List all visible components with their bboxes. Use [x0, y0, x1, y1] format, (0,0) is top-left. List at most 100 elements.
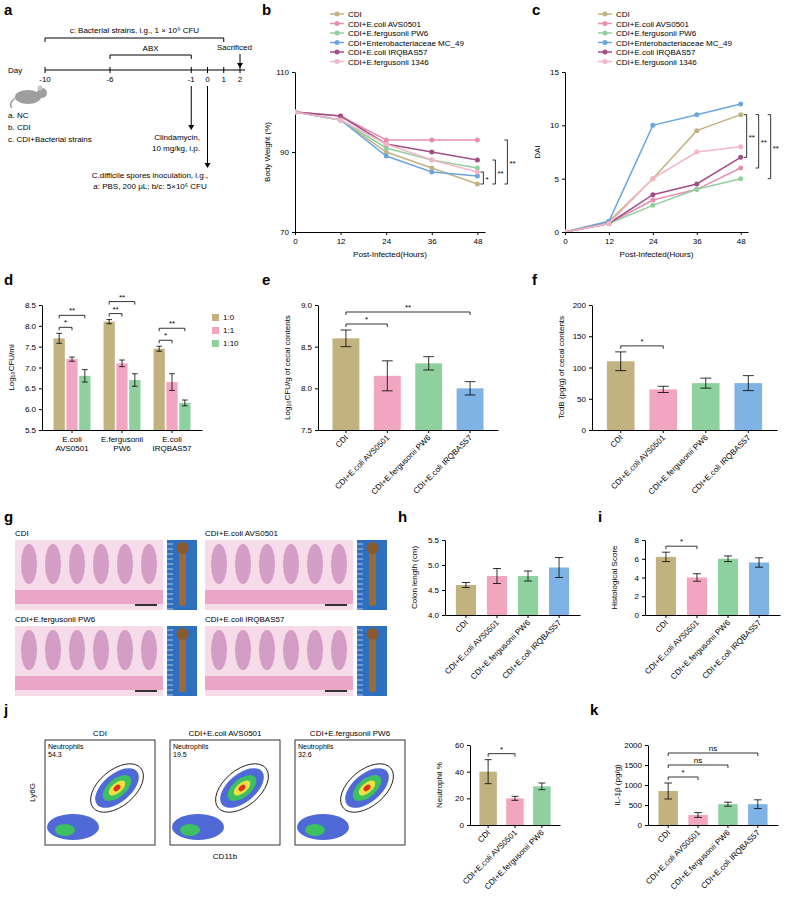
axis-title: Body Weight (%)	[263, 122, 272, 182]
panel: 050100150200CDICDI+E.coli AVS0501CDI+E.f…	[557, 301, 778, 496]
tick-mark	[698, 825, 699, 828]
tick: 10	[550, 121, 565, 130]
tick-mark	[39, 305, 42, 306]
panel: 7.58.08.59.0CDICDI+E.coli AVS0501CDI+E.f…	[283, 301, 499, 496]
label: Day	[8, 66, 22, 75]
legend: 1:01:11:10	[212, 313, 239, 348]
tick: 15	[550, 68, 565, 77]
plot-title: CDI+E.coli AVS0501	[188, 729, 262, 738]
significance-bracket	[621, 346, 664, 349]
axis-title: Histological Score	[610, 545, 619, 610]
legend-marker	[603, 40, 608, 45]
arrow-head	[188, 125, 194, 130]
tick-label: E.fergusoniiPW6	[101, 435, 143, 453]
tick-label-line: PW6	[113, 444, 131, 453]
tick-mark	[528, 615, 529, 618]
axis: CDICDI+E.coli AVS0501CDI+E.fergusonii PW…	[319, 430, 499, 496]
tick-mark	[565, 232, 566, 235]
tick: 200	[573, 301, 592, 310]
tick-label: 8.0	[301, 384, 313, 393]
point	[475, 170, 480, 175]
series-line	[565, 179, 741, 232]
legend-label: CDI+E.fergusonii 1346	[348, 58, 429, 67]
arrow	[240, 54, 241, 64]
significance-bracket	[159, 340, 172, 343]
tick-label: 40	[455, 768, 464, 777]
axis-title: DAI	[533, 145, 542, 158]
series-line	[295, 112, 477, 160]
legend-swatch	[212, 314, 219, 321]
tick-label: CDI+E.coli IRQBAS57	[690, 433, 753, 496]
tick-mark	[645, 825, 648, 826]
significance-label: **	[509, 159, 515, 168]
axis-line	[566, 232, 749, 233]
legend-marker	[603, 12, 608, 17]
tick-mark	[642, 559, 645, 560]
plot-title: CDI	[93, 729, 107, 738]
axis: 012243648	[293, 232, 485, 246]
tick-label: 9.0	[301, 301, 313, 310]
legend-marker	[335, 31, 340, 36]
series-line	[295, 112, 477, 184]
marks	[332, 330, 483, 430]
tick: 36	[693, 232, 702, 246]
panel-letter: e	[262, 271, 270, 288]
tick: 48	[473, 232, 482, 246]
point	[295, 110, 298, 115]
panel-letter: g	[4, 508, 13, 525]
error-bar	[493, 569, 501, 584]
colon-photo	[167, 540, 197, 610]
tick-label: 1000	[624, 781, 642, 790]
error-bar	[512, 796, 519, 800]
tick-label: 100	[573, 364, 587, 373]
tick-mark	[645, 785, 648, 786]
gate-value: 32.6	[298, 751, 312, 758]
tick-mark	[559, 615, 560, 618]
colon-photo	[357, 540, 387, 610]
significance-label: **	[69, 306, 75, 315]
point	[295, 110, 298, 115]
tick: 2	[635, 592, 645, 601]
tick-mark	[39, 347, 42, 348]
point	[565, 230, 568, 233]
tick-label: 5	[555, 175, 560, 184]
error-bar	[485, 760, 492, 784]
axis-line	[648, 746, 649, 826]
bar	[129, 380, 140, 430]
panel: 4.04.55.05.5CDICDI+E.coli AVS0501CDI+E.f…	[410, 536, 581, 681]
axis: 7.58.08.59.0	[301, 301, 319, 435]
error-bar	[524, 571, 532, 581]
marks	[658, 783, 767, 825]
significance-bracket	[744, 115, 747, 158]
figure: c: Bacterial strains, i.g., 1 × 10⁹ CFUA…	[0, 0, 800, 921]
axis-line	[42, 306, 43, 431]
plot-title: CDI+E.fergusonii PW6	[310, 729, 391, 738]
tick-label: CDI+E.coli IRQBAS57	[699, 828, 762, 891]
significance-bracket	[504, 140, 507, 184]
significance-label: **	[749, 133, 755, 142]
label: a: PBS, 200 μL; b/c: 5×10⁶ CFU	[93, 182, 207, 191]
panel: 7090110012243648Post-Infected(Hours)Body…	[263, 10, 516, 259]
tick: CDI+E.fergusonii PW6	[483, 825, 547, 891]
legend-swatch	[212, 340, 219, 347]
group-label: a. NC	[8, 111, 29, 120]
point	[738, 112, 743, 117]
tick-label: 7.0	[25, 364, 37, 373]
label: c: Bacterial strains, i.g., 1 × 10⁹ CFU	[70, 26, 200, 35]
marks	[456, 558, 569, 616]
bar	[179, 403, 190, 430]
tick-mark	[315, 347, 318, 348]
point	[295, 110, 298, 115]
error-bar	[555, 558, 563, 578]
tick: CDI	[476, 825, 492, 844]
tick-mark	[172, 430, 173, 433]
tick-mark	[562, 232, 565, 233]
legend: CDICDI+E.coli AVS0501CDI+E.fergusonii PW…	[598, 10, 732, 67]
significance-label: **	[119, 293, 125, 302]
tick-mark	[515, 825, 516, 828]
legend-label: CDI+E.fergusonii 1346	[616, 58, 697, 67]
tick-label: 90	[280, 148, 289, 157]
tick-mark	[645, 745, 648, 746]
axis: CDICDI+E.coli AVS0501CDI+E.fergusonii PW…	[644, 825, 778, 891]
marks	[295, 110, 480, 187]
